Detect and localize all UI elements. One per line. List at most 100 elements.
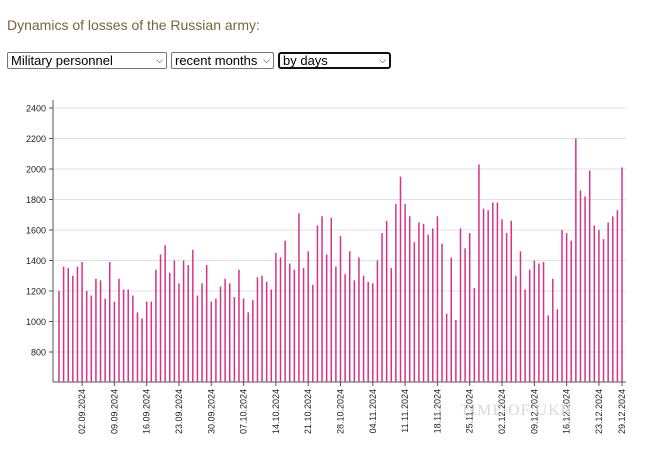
- bar: [473, 287, 476, 382]
- bar: [418, 222, 420, 382]
- x-tick-label: 16.12.2024: [562, 389, 572, 434]
- bar: [422, 223, 425, 382]
- bar: [307, 251, 309, 382]
- bar: [441, 243, 443, 382]
- bar: [348, 251, 351, 382]
- bar: [450, 257, 453, 382]
- bar: [321, 216, 323, 382]
- bar: [270, 289, 273, 382]
- bar: [575, 138, 577, 382]
- bar: [598, 230, 600, 382]
- bar: [141, 318, 143, 382]
- bar: [265, 281, 268, 382]
- bar: [76, 266, 79, 382]
- watermark: TIME OF UKR: [460, 402, 573, 419]
- bar: [593, 225, 596, 382]
- bar: [312, 284, 314, 382]
- x-tick-label: 29.12.2024: [617, 389, 627, 434]
- bar: [552, 278, 554, 382]
- category-select[interactable]: Military personnel ⌵: [7, 52, 167, 69]
- bar: [256, 277, 259, 382]
- bar: [275, 252, 277, 382]
- bar: [339, 236, 342, 382]
- bar: [556, 309, 559, 382]
- bar: [358, 257, 360, 382]
- bar: [492, 202, 494, 382]
- bar: [330, 217, 333, 382]
- y-tick-label: 800: [31, 348, 46, 358]
- bar: [570, 240, 572, 382]
- bar: [432, 228, 434, 382]
- bar: [122, 289, 125, 382]
- bar: [150, 301, 153, 382]
- chevron-down-icon: ⌵: [263, 55, 270, 65]
- bar: [104, 298, 106, 382]
- bar: [404, 204, 406, 382]
- bar: [459, 228, 462, 382]
- page-title: Dynamics of losses of the Russian army:: [7, 17, 260, 33]
- bar: [224, 278, 226, 382]
- x-tick-label: 02.12.2024: [497, 389, 507, 434]
- bar: [505, 233, 508, 382]
- bar: [178, 283, 180, 382]
- bar: [169, 272, 171, 382]
- bar: [482, 208, 485, 382]
- bar: [252, 300, 254, 382]
- bar: [316, 225, 319, 382]
- period-select[interactable]: recent months ⌵: [171, 52, 274, 69]
- bar: [109, 262, 111, 382]
- bar: [192, 249, 194, 382]
- bar: [487, 210, 489, 382]
- bar: [228, 283, 231, 382]
- bar: [372, 283, 374, 382]
- bar: [113, 301, 116, 382]
- bar: [132, 295, 134, 382]
- bar: [385, 220, 388, 382]
- period-select-value: recent months: [175, 53, 258, 68]
- bar: [288, 263, 291, 382]
- bar: [344, 274, 346, 382]
- losses-bar-chart: 800 1000 1200 1400 1600 1800 2000 2200 2400 02.09…: [26, 100, 627, 434]
- bar: [519, 251, 522, 382]
- bar: [261, 275, 263, 382]
- x-tick-label: 23.12.2024: [594, 389, 604, 434]
- bar: [242, 298, 245, 382]
- category-select-value: Military personnel: [11, 53, 113, 68]
- y-tick-label: 1200: [26, 287, 46, 297]
- bar: [164, 245, 166, 382]
- y-tick-label: 1000: [26, 317, 46, 327]
- chevron-down-icon: ⌵: [379, 55, 386, 65]
- y-tick-label: 1800: [26, 195, 46, 205]
- bar: [325, 254, 328, 382]
- bar: [542, 262, 545, 382]
- bar: [621, 167, 623, 382]
- bar: [468, 233, 471, 382]
- bar: [95, 278, 97, 382]
- x-tick-label: 02.09.2024: [77, 389, 87, 434]
- bar: [612, 216, 614, 382]
- bar: [187, 265, 189, 382]
- bar: [298, 213, 300, 382]
- bar: [247, 312, 249, 382]
- bar: [427, 234, 429, 382]
- bar: [399, 176, 402, 382]
- y-tick-label: 1400: [26, 256, 46, 266]
- bar: [584, 196, 586, 382]
- bar: [201, 283, 203, 382]
- bar: [616, 210, 619, 382]
- bar: [510, 220, 512, 382]
- bar: [210, 301, 213, 382]
- x-tick-label: 14.10.2024: [271, 389, 281, 434]
- bar: [67, 268, 69, 382]
- granularity-select-value: by days: [283, 53, 328, 68]
- bar: [205, 265, 208, 382]
- bar: [159, 254, 162, 382]
- bar: [99, 280, 102, 382]
- bar: [413, 242, 416, 382]
- granularity-select[interactable]: by days ⌵: [278, 52, 391, 69]
- bar: [367, 281, 369, 382]
- x-tick-label: 23.09.2024: [174, 389, 184, 434]
- bar: [478, 164, 480, 382]
- bar: [588, 170, 591, 382]
- bar: [528, 269, 531, 382]
